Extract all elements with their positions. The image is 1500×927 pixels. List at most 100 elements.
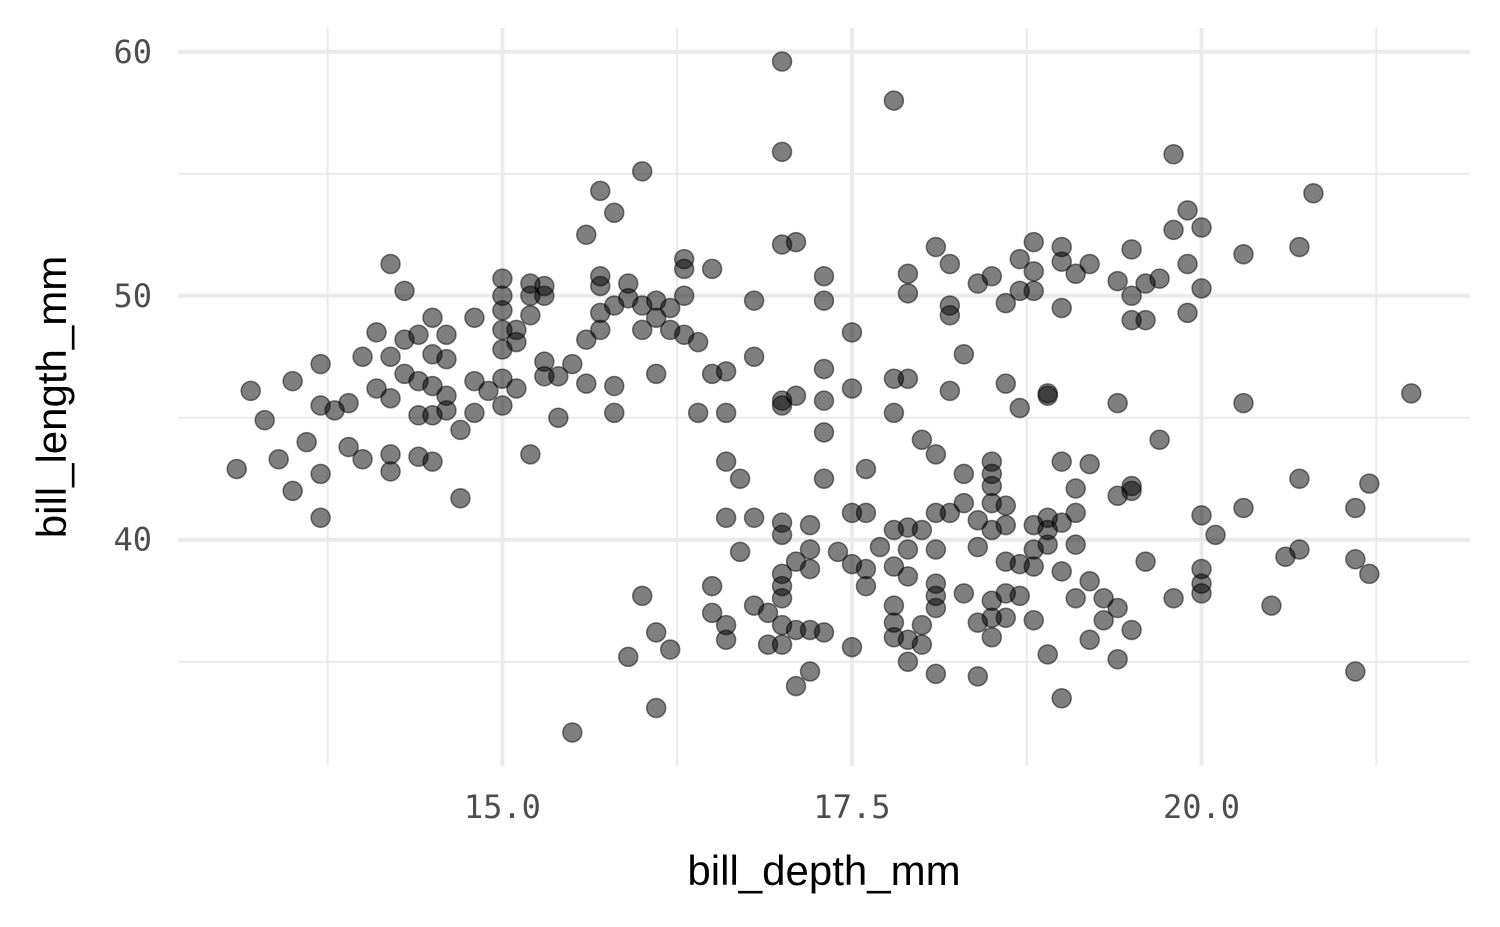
point (967, 536, 989, 558)
point (1065, 502, 1086, 524)
point (352, 448, 373, 470)
point (310, 463, 331, 485)
point (1023, 231, 1044, 253)
point (631, 319, 653, 341)
point (576, 329, 597, 350)
point (1009, 585, 1031, 607)
point (743, 346, 765, 367)
point (995, 292, 1017, 314)
x-tick-label: 20.0 (1163, 788, 1240, 826)
point (645, 697, 667, 719)
point (1359, 473, 1380, 494)
point (422, 451, 443, 472)
point (590, 319, 611, 341)
point (1023, 261, 1044, 282)
point (715, 629, 737, 650)
point (1303, 183, 1324, 204)
point (855, 502, 877, 524)
point (576, 373, 597, 394)
point (1233, 244, 1254, 265)
point (897, 566, 919, 587)
point (562, 722, 583, 743)
point (785, 385, 807, 407)
point (659, 297, 681, 319)
point (1093, 588, 1114, 609)
point (1121, 480, 1142, 502)
point (296, 431, 317, 453)
point (436, 324, 457, 346)
point (729, 541, 751, 563)
point (631, 161, 653, 182)
point (1009, 397, 1031, 419)
point (645, 363, 667, 385)
point (310, 507, 331, 529)
point (981, 475, 1003, 497)
point (995, 607, 1017, 629)
point (1191, 505, 1212, 526)
point (883, 402, 905, 424)
point (659, 639, 681, 660)
point (226, 458, 247, 480)
point (1121, 619, 1142, 641)
point (1233, 392, 1254, 414)
point (604, 402, 625, 424)
point (268, 448, 289, 470)
point (492, 368, 513, 389)
point (799, 661, 821, 682)
point (1163, 588, 1184, 609)
point (352, 346, 373, 367)
point (492, 395, 513, 416)
point (673, 285, 695, 307)
point (436, 400, 457, 421)
point (855, 558, 877, 580)
point (995, 495, 1017, 516)
point (911, 614, 933, 636)
point (757, 602, 779, 624)
point (953, 344, 975, 365)
point (1079, 570, 1100, 592)
point (897, 263, 919, 285)
point (1107, 392, 1128, 414)
point (548, 407, 569, 428)
x-tick-label: 17.5 (813, 788, 890, 826)
point (939, 305, 961, 326)
point (701, 602, 723, 624)
point (604, 375, 625, 397)
point (450, 419, 471, 441)
point (953, 492, 975, 514)
point (1065, 263, 1086, 285)
point (1023, 280, 1044, 302)
point (1163, 144, 1184, 165)
point (1191, 217, 1212, 238)
point (1023, 609, 1044, 631)
point (799, 539, 821, 560)
point (981, 265, 1003, 287)
point (897, 539, 919, 560)
point (380, 461, 401, 482)
point (1009, 248, 1031, 270)
point (743, 507, 765, 529)
point (883, 90, 905, 111)
point (506, 378, 527, 399)
point (380, 253, 401, 275)
point (939, 253, 961, 275)
point (492, 300, 513, 321)
point (1079, 453, 1100, 475)
point (1051, 251, 1072, 272)
point (590, 180, 611, 202)
point (1037, 385, 1058, 407)
point (925, 597, 947, 619)
y-axis-label: bill_length_mm (28, 256, 75, 538)
point (911, 634, 933, 655)
point (1121, 239, 1142, 260)
point (799, 558, 821, 580)
point (1289, 236, 1310, 258)
point (380, 444, 401, 465)
point (841, 322, 863, 343)
point (1289, 539, 1310, 560)
point (310, 353, 331, 375)
point (338, 436, 359, 458)
point (701, 258, 723, 280)
point (715, 507, 737, 529)
point (1107, 649, 1128, 670)
